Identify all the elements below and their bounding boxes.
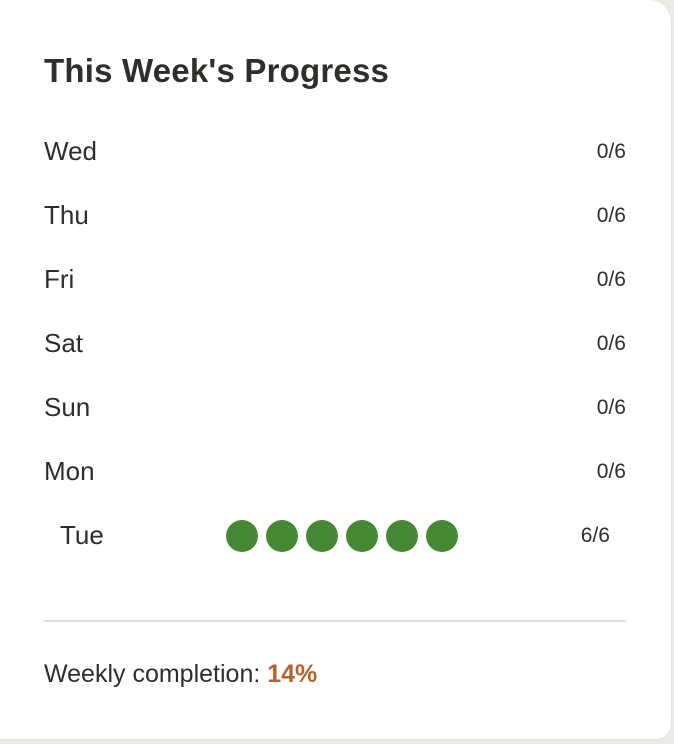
day-count: 0/6 <box>596 332 626 355</box>
day-row-fri: Fri 0/6 <box>0 248 672 312</box>
day-label: Fri <box>44 264 75 294</box>
completion-dot <box>426 520 458 552</box>
completion-dots <box>226 520 458 552</box>
day-count: 0/6 <box>596 268 626 291</box>
day-row-mon: Mon 0/6 <box>0 440 672 504</box>
day-list: Wed 0/6 Thu 0/6 Fri 0/6 Sat 0/6 Sun 0/6 … <box>0 120 672 584</box>
day-label: Tue <box>60 520 104 550</box>
day-count: 0/6 <box>596 396 626 419</box>
completion-dot <box>306 520 338 552</box>
day-label: Mon <box>44 456 95 486</box>
weekly-completion-label: Weekly completion: <box>44 660 261 688</box>
day-label: Sat <box>44 328 84 358</box>
day-label: Wed <box>44 136 97 166</box>
day-count: 0/6 <box>596 140 626 163</box>
day-row-wed: Wed 0/6 <box>0 120 672 184</box>
weekly-completion: Weekly completion: 14% <box>44 660 317 689</box>
completion-dot <box>346 520 378 552</box>
day-row-sat: Sat 0/6 <box>0 312 672 376</box>
day-row-tue: Tue 6/6 <box>0 504 672 584</box>
completion-dot <box>386 520 418 552</box>
card-title: This Week's Progress <box>44 52 390 89</box>
day-count: 0/6 <box>596 460 626 483</box>
completion-dot <box>226 520 258 552</box>
day-label: Sun <box>44 392 91 422</box>
day-row-thu: Thu 0/6 <box>0 184 672 248</box>
day-label: Thu <box>44 200 89 230</box>
day-count: 0/6 <box>596 204 626 227</box>
weekly-completion-value: 14% <box>267 660 318 688</box>
day-row-sun: Sun 0/6 <box>0 376 672 440</box>
completion-dot <box>266 520 298 552</box>
day-count: 6/6 <box>580 524 610 547</box>
divider <box>43 620 626 622</box>
